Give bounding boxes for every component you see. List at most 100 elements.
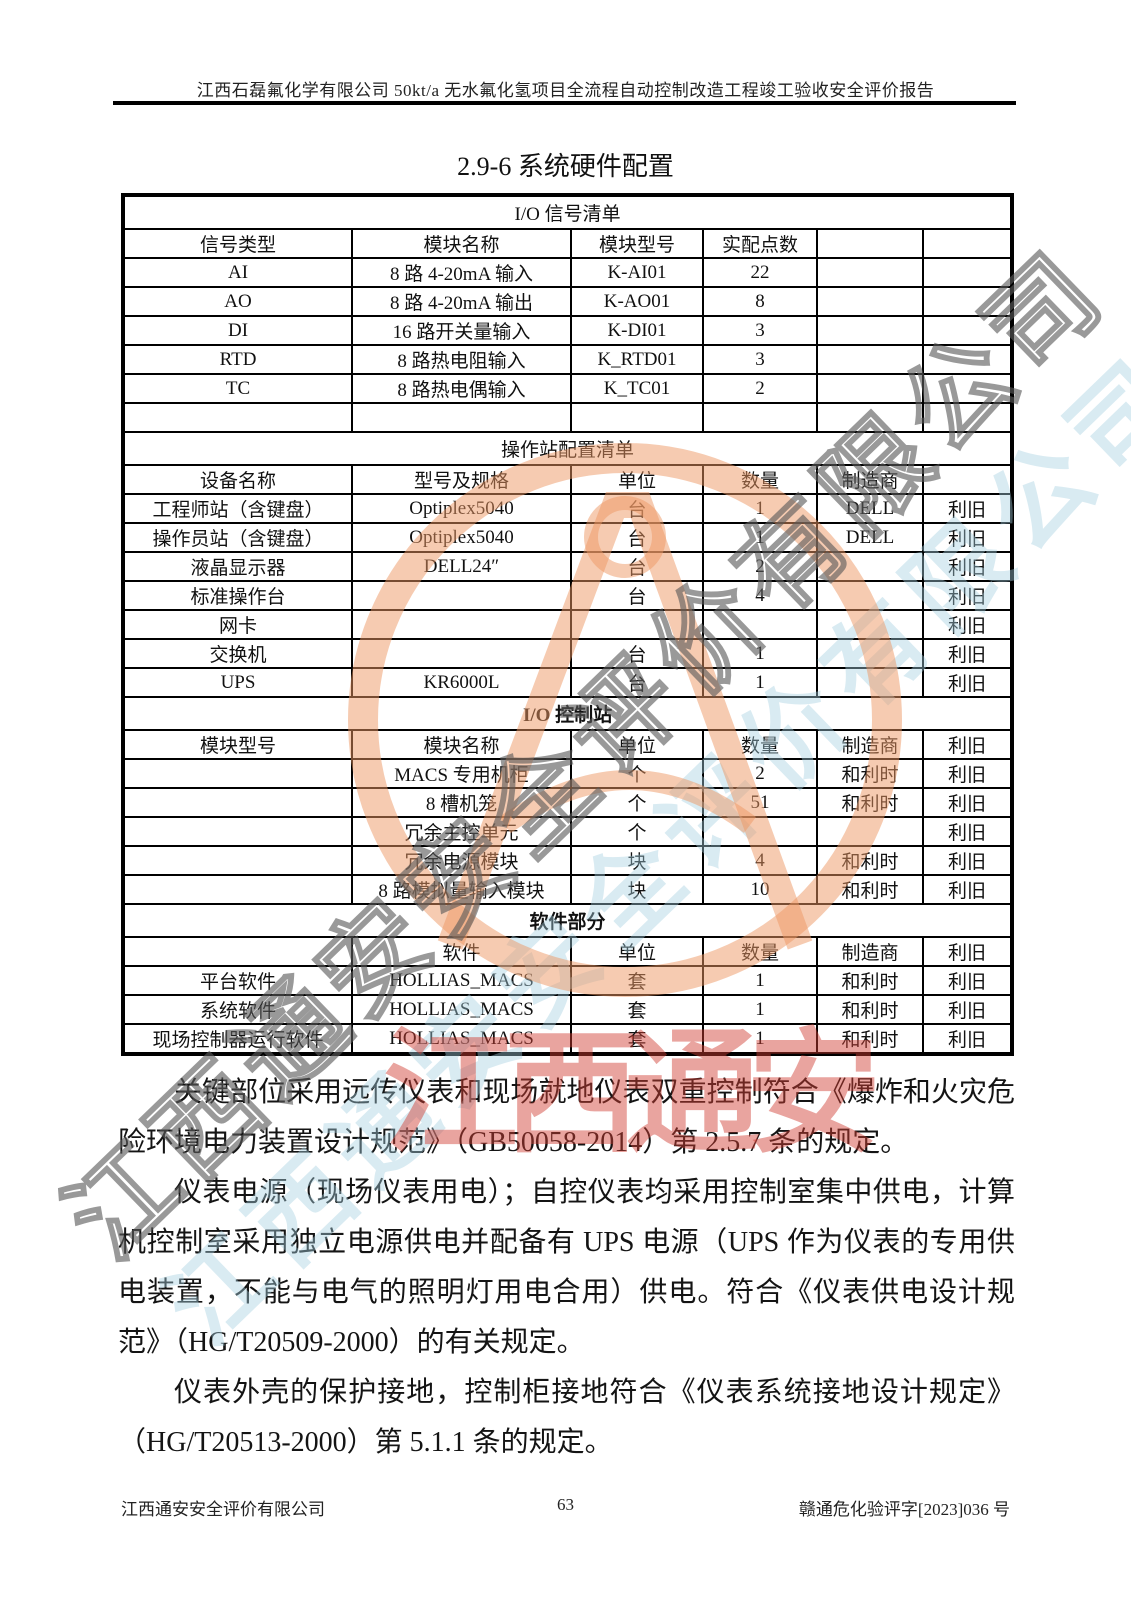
table-cell: 8 槽机笼 — [351, 787, 572, 818]
table-cell: 2 — [702, 551, 818, 582]
table-cell: 制造商 — [816, 729, 924, 760]
paragraph-instrument-grounding: 仪表外壳的保护接地，控制柜接地符合《仪表系统接地设计规定》（HG/T20513-… — [118, 1377, 1015, 1458]
table-row: TC 8 路热电偶输入 K_TC01 2 — [122, 373, 1014, 404]
table-cell: 22 — [702, 257, 818, 288]
table-cell: 利旧 — [921, 787, 1014, 818]
table-cell: 和利时 — [816, 994, 924, 1025]
page-title: 2.9-6 系统硬件配置 — [457, 152, 674, 181]
table-cell: K_RTD01 — [570, 344, 704, 375]
table-header-row: 模块型号 模块名称 单位 数量 制造商 利旧 — [122, 729, 1014, 760]
table-section-row: 操作站配置清单 — [121, 431, 1014, 466]
table-cell: 1 — [702, 965, 818, 996]
table-cell: 套 — [570, 994, 704, 1025]
table-cell: 和利时 — [816, 845, 924, 876]
table-cell: 台 — [570, 638, 704, 669]
table-cell: 台 — [570, 551, 704, 582]
table-cell: 标准操作台 — [122, 580, 353, 611]
table-cell — [122, 874, 353, 905]
table-cell: 4 — [702, 845, 818, 876]
table-cell — [816, 667, 924, 698]
table-cell: 3 — [702, 315, 818, 346]
table-row: 系统软件 HOLLIAS_MACS 套 1 和利时 利旧 — [122, 994, 1014, 1025]
table-cell: 模块名称 — [351, 228, 572, 259]
table-cell: 设备名称 — [122, 464, 353, 495]
table-row: 冗余电源模块块 4 和利时 利旧 — [122, 845, 1014, 876]
table-cell: TC — [122, 373, 353, 404]
table-row: 操作员站（含键盘） Optiplex5040 台 1 DELL 利旧 — [122, 522, 1014, 553]
table-row: 现场控制器运行软件 HOLLIAS_MACS 套 1 和利时 利旧 — [122, 1023, 1014, 1055]
table-cell: 8 路 4-20mA 输出 — [351, 286, 572, 317]
table-cell: DELL24″ — [351, 551, 572, 582]
table-row: 8 路模拟量输入模块块 10 和利时 利旧 — [122, 874, 1014, 905]
table-cell — [570, 402, 704, 433]
table-section-title: I/O 控制站 — [121, 696, 1014, 731]
table-cell: 模块名称 — [351, 729, 572, 760]
table-cell — [122, 816, 353, 847]
table-cell: HOLLIAS_MACS — [351, 994, 572, 1025]
table-cell: 利旧 — [921, 580, 1014, 611]
table-cell — [921, 257, 1014, 288]
table-cell: 套 — [570, 965, 704, 996]
table-header-row: 设备名称 型号及规格 单位 数量 制造商 — [122, 464, 1014, 495]
table-cell: 1 — [702, 522, 818, 553]
table-cell: 个 — [570, 787, 704, 818]
table-cell — [702, 816, 818, 847]
table-cell: DI — [122, 315, 353, 346]
table-cell: 8 路热电偶输入 — [351, 373, 572, 404]
table-cell: Optiplex5040 — [351, 493, 572, 524]
table-cell: 1 — [702, 994, 818, 1025]
footer-page-number: 63 — [557, 1495, 574, 1514]
table-cell — [351, 580, 572, 611]
paragraph-instrument-power: 仪表电源（现场仪表用电）；自控仪表均采用控制室集中供电，计算机控制室采用独立电源… — [118, 1177, 1015, 1358]
table-cell: 利旧 — [921, 816, 1014, 847]
table-cell: 和利时 — [816, 787, 924, 818]
table-cell: 51 — [702, 787, 818, 818]
table-cell: 1 — [702, 667, 818, 698]
table-cell — [921, 373, 1014, 404]
table-cell: 台 — [570, 580, 704, 611]
table-row: RTD 8 路热电阻输入 K_RTD01 3 — [122, 344, 1014, 375]
table-section-row: I/O 信号清单 — [121, 194, 1014, 230]
table-cell: 平台软件 — [122, 965, 353, 996]
table-cell — [816, 344, 924, 375]
table-cell: 软件 — [351, 936, 572, 967]
table-cell: 数量 — [702, 464, 818, 495]
table-cell: 4 — [702, 580, 818, 611]
table-cell: DELL — [816, 493, 924, 524]
table-row: 网卡 利旧 — [122, 609, 1014, 640]
table-cell — [702, 402, 818, 433]
hardware-table-body: I/O 信号清单 信号类型 模块名称 模块型号 实配点数 AI 8 路 4-20mA 输入 K… — [121, 194, 1014, 1055]
table-cell: K-DI01 — [570, 315, 704, 346]
table-section-title: 操作站配置清单 — [121, 431, 1014, 466]
table-cell: AI — [122, 257, 353, 288]
table-cell: 利旧 — [921, 994, 1014, 1025]
table-cell: 16 路开关量输入 — [351, 315, 572, 346]
table-cell: MACS 专用机柜 — [351, 758, 572, 789]
table-cell: 利旧 — [921, 1023, 1014, 1055]
table-cell: 1 — [702, 493, 818, 524]
table-cell: KR6000L — [351, 667, 572, 698]
table-row: UPS KR6000L 台 1 利旧 — [122, 667, 1014, 698]
table-cell — [122, 787, 353, 818]
table-cell: 制造商 — [816, 464, 924, 495]
table-cell: 利旧 — [921, 936, 1014, 967]
table-cell: 和利时 — [816, 965, 924, 996]
table-cell — [816, 551, 924, 582]
table-cell: 和利时 — [816, 874, 924, 905]
table-cell — [921, 402, 1014, 433]
table-cell: 信号类型 — [122, 228, 353, 259]
table-cell: DELL — [816, 522, 924, 553]
table-cell: 模块型号 — [122, 729, 353, 760]
table-cell — [702, 609, 818, 640]
table-cell: 操作员站（含键盘） — [122, 522, 353, 553]
table-cell: 10 — [702, 874, 818, 905]
table-row: 工程师站（含键盘） Optiplex5040 台 1 DELL 利旧 — [122, 493, 1014, 524]
table-cell: 单位 — [570, 936, 704, 967]
table-cell — [122, 758, 353, 789]
table-cell — [816, 609, 924, 640]
table-cell: 利旧 — [921, 874, 1014, 905]
table-cell: 网卡 — [122, 609, 353, 640]
table-cell: 台 — [570, 667, 704, 698]
table-cell: K-AO01 — [570, 286, 704, 317]
table-cell: 1 — [702, 1023, 818, 1055]
